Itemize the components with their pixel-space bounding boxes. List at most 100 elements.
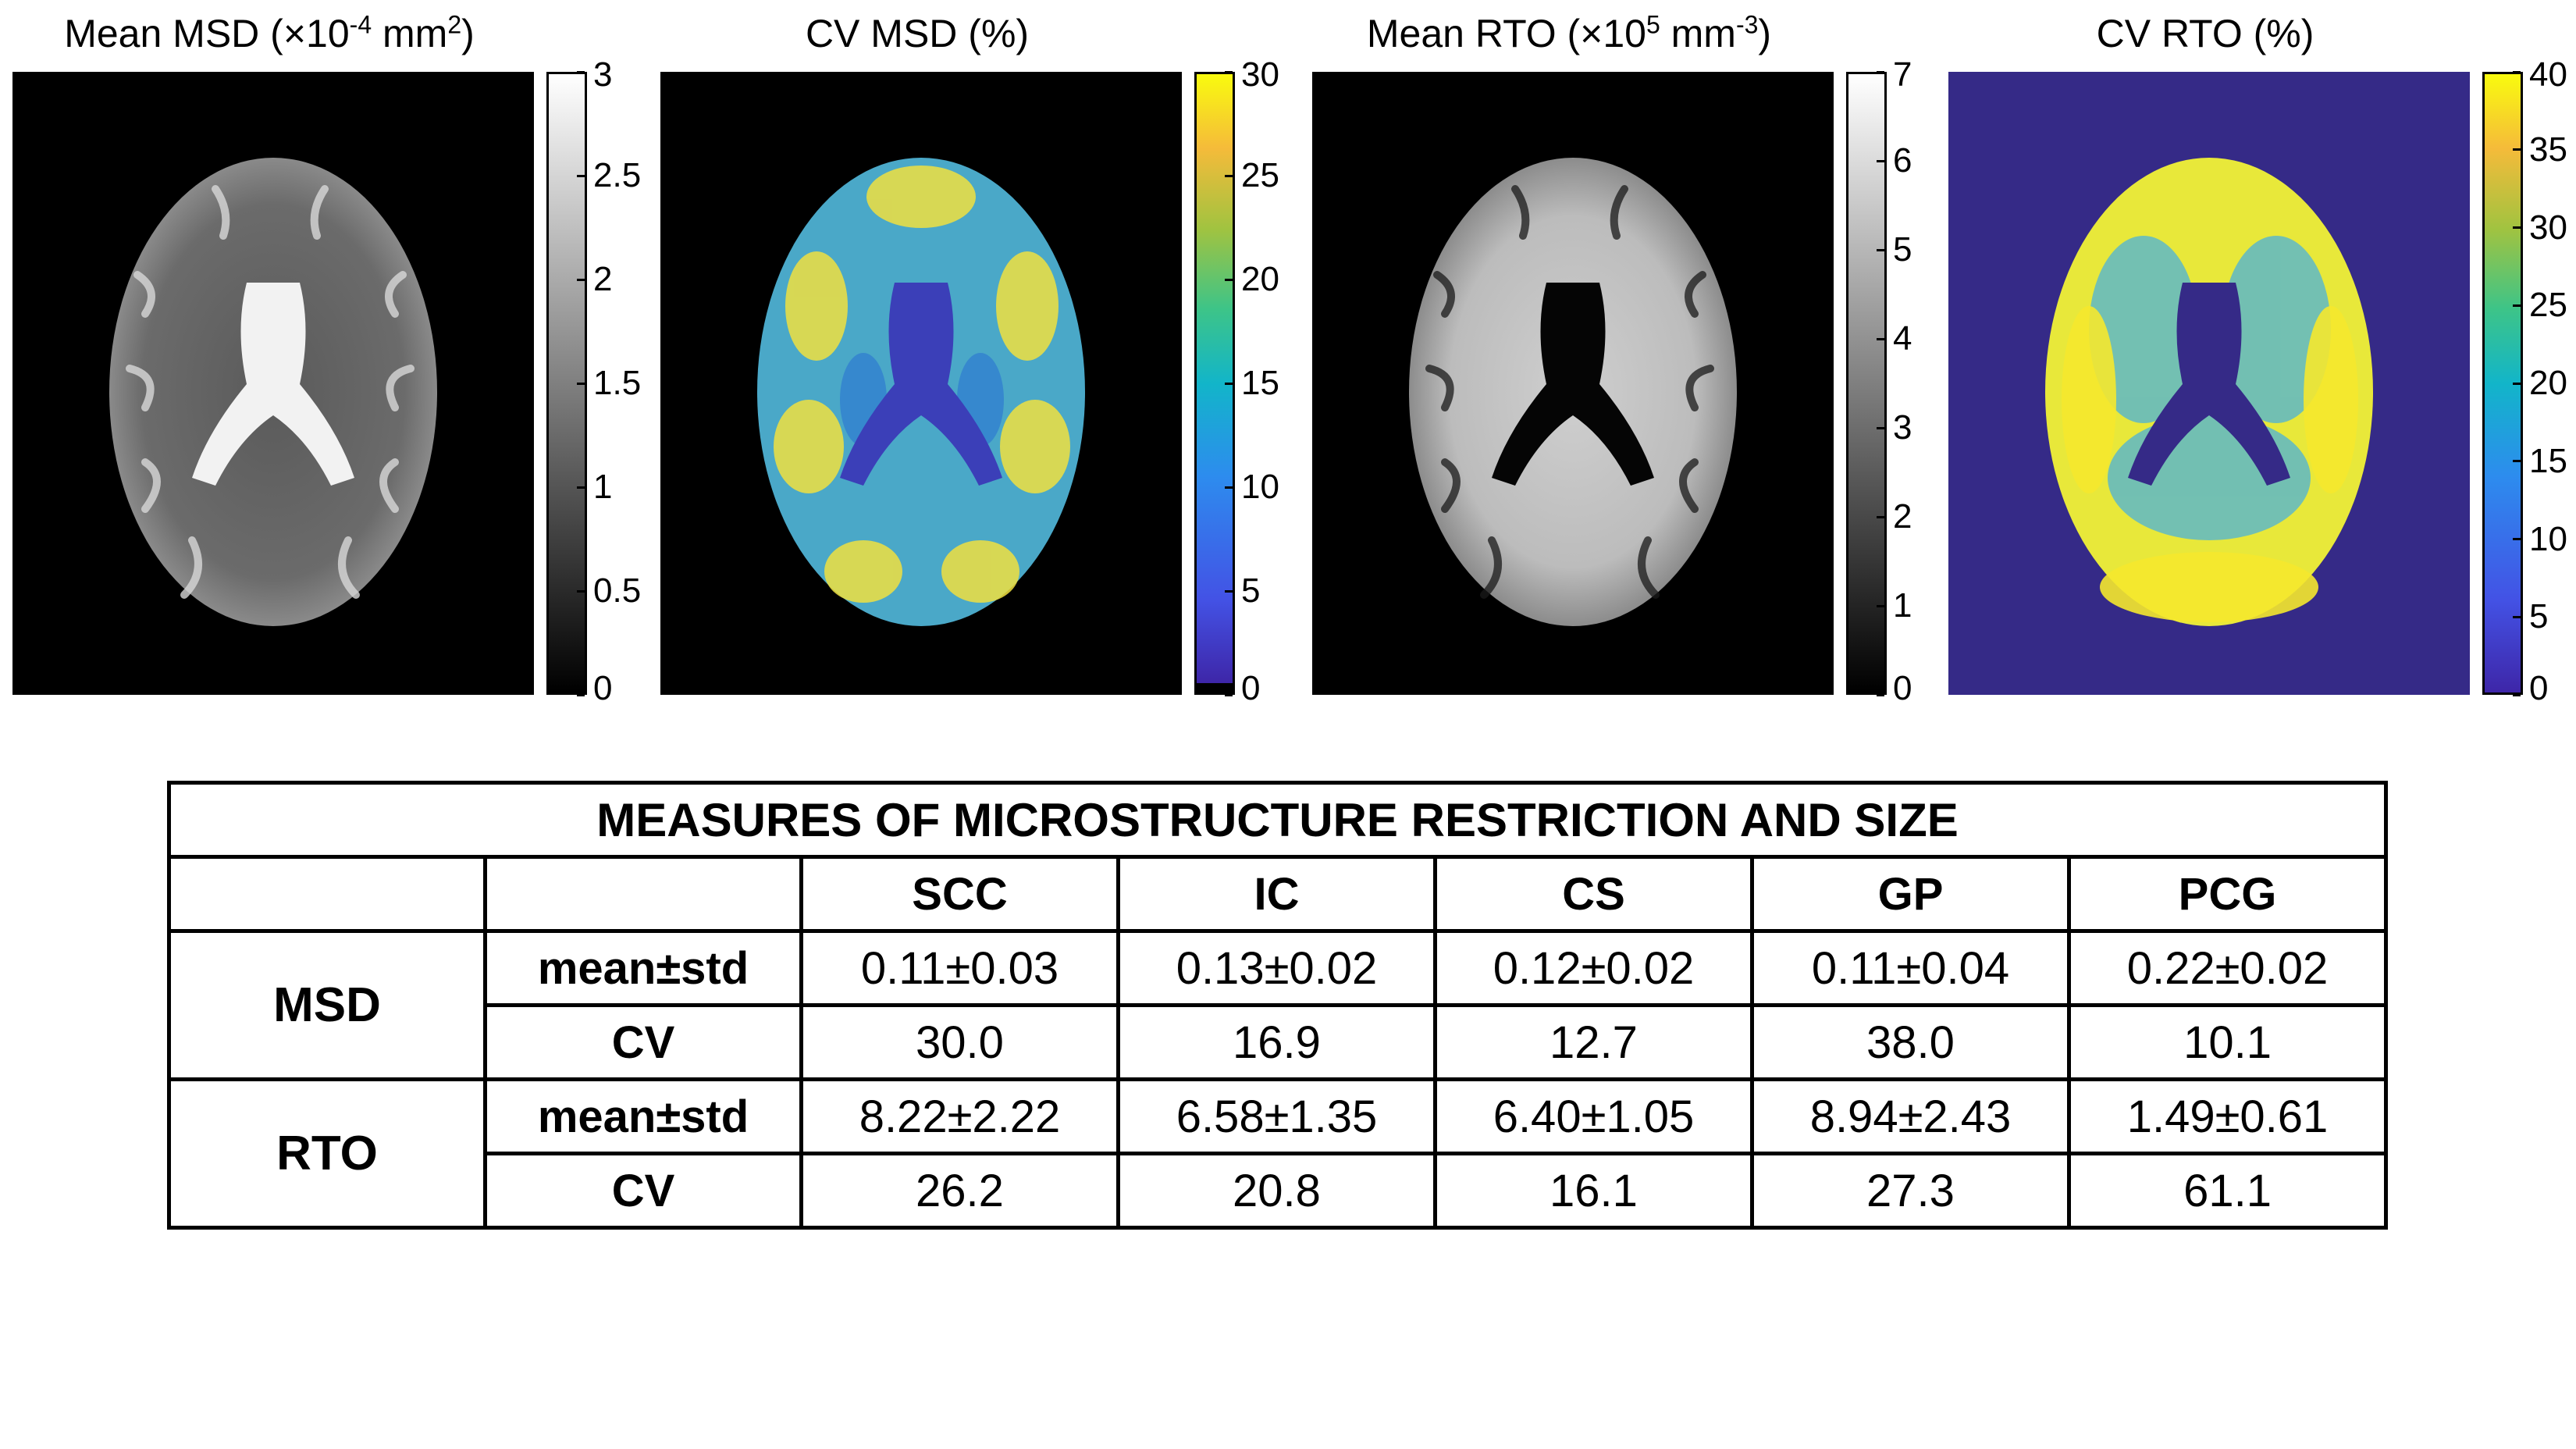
table-row: CV 26.2 20.8 16.1 27.3 61.1 <box>169 1152 2389 1230</box>
brain-map-mean-msd <box>12 72 534 695</box>
panel-title: Mean RTO (×105 mm-3) <box>1366 10 1772 55</box>
brain-map-mean-rto <box>1312 72 1834 695</box>
colorbar-tick-mark <box>1225 486 1233 489</box>
colorbar-tick-mark <box>1225 693 1233 696</box>
column-header: CS <box>1433 855 1754 933</box>
colorbar-tick-label: 30 <box>1241 55 1279 94</box>
measures-table-wrap: MEASURES OF MICROSTRUCTURE RESTRICTION A… <box>166 781 2389 1249</box>
colorbar-tick-label: 7 <box>1893 55 1912 94</box>
colorbar-tick-label: 5 <box>1241 571 1261 610</box>
colorbar-tick-mark <box>1877 248 1884 251</box>
colorbar-tick-label: 10 <box>1241 468 1279 506</box>
colorbar-tick-mark <box>2513 538 2521 540</box>
row-label: mean±std <box>483 929 803 1007</box>
colorbar-tick-mark <box>1877 693 1884 696</box>
colorbar-tick-label: 0 <box>593 669 613 707</box>
colorbar-tick-label: 5 <box>1893 230 1912 269</box>
column-header: IC <box>1116 855 1437 933</box>
colorbar-tick-mark <box>577 382 585 385</box>
colorbar-tick-mark <box>577 278 585 281</box>
table-cell: 30.0 <box>799 1003 1120 1081</box>
colorbar-tick-label: 15 <box>2529 441 2567 480</box>
panel-title: CV RTO (%) <box>2096 12 2314 55</box>
table-caption-row: MEASURES OF MICROSTRUCTURE RESTRICTION A… <box>166 781 2389 859</box>
colorbar-tick-label: 0 <box>1241 669 1261 707</box>
brain-map-cv-msd <box>660 72 1182 695</box>
table-cell: 16.9 <box>1116 1003 1437 1081</box>
panel-title: CV MSD (%) <box>805 12 1030 55</box>
colorbar-tick-label: 5 <box>2529 597 2549 636</box>
colorbar-tick-mark <box>577 70 585 73</box>
table-cell: 26.2 <box>799 1152 1120 1230</box>
table-row: MSD mean±std 0.11±0.03 0.13±0.02 0.12±0.… <box>167 929 2389 1081</box>
table-cell: 0.11±0.04 <box>1750 929 2071 1007</box>
table-cell: 0.13±0.02 <box>1116 929 1437 1007</box>
header-empty <box>167 855 487 933</box>
colorbar-tick-mark <box>2513 70 2521 73</box>
row-label: mean±std <box>483 1077 803 1155</box>
panel-cv-msd: CV MSD (%) 30 25 20 15 10 5 0 <box>648 0 1288 707</box>
table-cell: 0.12±0.02 <box>1433 929 1754 1007</box>
table-cell: 38.0 <box>1750 1003 2071 1081</box>
colorbar-tick-label: 0.5 <box>593 571 642 610</box>
table-cell: 0.11±0.03 <box>799 929 1120 1007</box>
brain-image <box>1409 158 1737 626</box>
brain-image <box>757 158 1085 626</box>
colorbar-tick-label: 20 <box>1241 260 1279 298</box>
colorbar-tick-mark <box>1225 589 1233 593</box>
panel-title: Mean MSD (×10-4 mm2) <box>64 10 475 55</box>
column-header: SCC <box>799 855 1120 933</box>
colorbar-tick-label: 3 <box>593 55 613 94</box>
panel-cv-rto: CV RTO (%) 40 35 30 25 20 15 10 5 0 <box>1936 0 2576 707</box>
colorbar-tick-label: 25 <box>2529 286 2567 325</box>
colorbar-tick-mark <box>1225 278 1233 281</box>
colorbar-tick-mark <box>2513 615 2521 618</box>
table-cell: 20.8 <box>1116 1152 1437 1230</box>
panel-mean-rto: Mean RTO (×105 mm-3) 7 6 5 4 3 2 1 0 <box>1300 0 1940 706</box>
table-cell: 10.1 <box>2066 1003 2389 1081</box>
colorbar-tick-mark <box>1877 426 1884 429</box>
colorbar-tick-mark <box>1225 174 1233 177</box>
brain-map-cv-rto <box>1948 72 2470 695</box>
table-cell: 12.7 <box>1433 1003 1754 1081</box>
colorbar-tick-label: 0 <box>2529 669 2549 707</box>
row-label: CV <box>483 1152 803 1230</box>
colorbar-tick-label: 2.5 <box>593 156 642 194</box>
header-empty <box>483 855 803 933</box>
brain-image <box>109 158 437 626</box>
colorbar-tick-mark <box>1877 337 1884 340</box>
table-header-row: SCC IC CS GP PCG <box>167 855 2389 933</box>
colorbar-tick-label: 2 <box>593 260 613 298</box>
colorbar-tick-label: 3 <box>1893 408 1912 447</box>
colorbar-gray <box>1846 72 1887 695</box>
colorbar-tick-mark <box>577 486 585 489</box>
colorbar-tick-mark <box>1225 382 1233 385</box>
column-header: GP <box>1750 855 2071 933</box>
colorbar-parula <box>2482 72 2523 695</box>
colorbar-tick-mark <box>2513 226 2521 229</box>
colorbar-tick-mark <box>2513 693 2521 696</box>
table-row: RTO mean±std 8.22±2.22 6.58±1.35 6.40±1.… <box>167 1077 2389 1230</box>
table-cell: 8.22±2.22 <box>799 1077 1120 1155</box>
table-row: CV 30.0 16.9 12.7 38.0 10.1 <box>169 1003 2389 1081</box>
colorbar-tick-mark <box>1225 70 1233 73</box>
group-label: RTO <box>167 1077 487 1230</box>
colorbar-tick-label: 10 <box>2529 519 2567 558</box>
table-cell: 61.1 <box>2066 1152 2389 1230</box>
row-label: CV <box>483 1003 803 1081</box>
colorbar-tick-label: 1.5 <box>593 364 642 402</box>
colorbar-tick-mark <box>1877 70 1884 73</box>
measures-table: MEASURES OF MICROSTRUCTURE RESTRICTION A… <box>166 781 2389 1230</box>
colorbar-tick-label: 40 <box>2529 55 2567 94</box>
colorbar-tick-mark <box>2513 304 2521 307</box>
table-cell: 6.40±1.05 <box>1433 1077 1754 1155</box>
colorbar-tick-label: 6 <box>1893 141 1912 180</box>
panel-mean-msd: Mean MSD (×10-4 mm2) 3 2.5 2 1.5 1 0.5 0 <box>0 0 642 707</box>
colorbar-tick-mark <box>2513 382 2521 385</box>
colorbar-tick-mark <box>577 589 585 593</box>
colorbar-tick-label: 2 <box>1893 497 1912 536</box>
table-cell: 0.22±0.02 <box>2066 929 2389 1007</box>
colorbar-tick-mark <box>1877 604 1884 607</box>
colorbar-tick-label: 20 <box>2529 364 2567 402</box>
column-header: PCG <box>2066 855 2389 933</box>
